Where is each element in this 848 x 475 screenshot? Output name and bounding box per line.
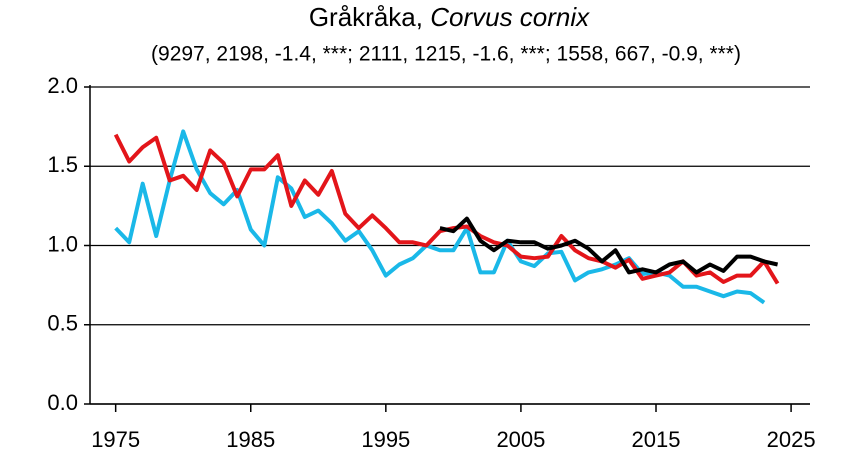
x-tick-label: 2025 (767, 427, 816, 452)
y-tick-label: 0.5 (47, 311, 78, 336)
series-line (114, 129, 766, 305)
y-tick-label: 1.5 (47, 152, 78, 177)
y-tick-label: 0.0 (47, 390, 78, 415)
title-common: Gråkråka, (309, 2, 423, 32)
y-tick-label: 2.0 (47, 73, 78, 98)
x-tick-label: 2005 (496, 427, 545, 452)
chart-title: Gråkråka, Corvus cornix (309, 2, 590, 32)
x-tick-label: 1995 (361, 427, 410, 452)
x-tick-label: 2015 (632, 427, 681, 452)
x-tick-label: 1985 (226, 427, 275, 452)
x-tick-label: 1975 (91, 427, 140, 452)
series-line (439, 216, 779, 275)
title-species: Corvus cornix (430, 2, 590, 32)
y-tick-label: 1.0 (47, 231, 78, 256)
chart-subtitle: (9297, 2198, -1.4, ***; 2111, 1215, -1.6… (151, 43, 741, 66)
